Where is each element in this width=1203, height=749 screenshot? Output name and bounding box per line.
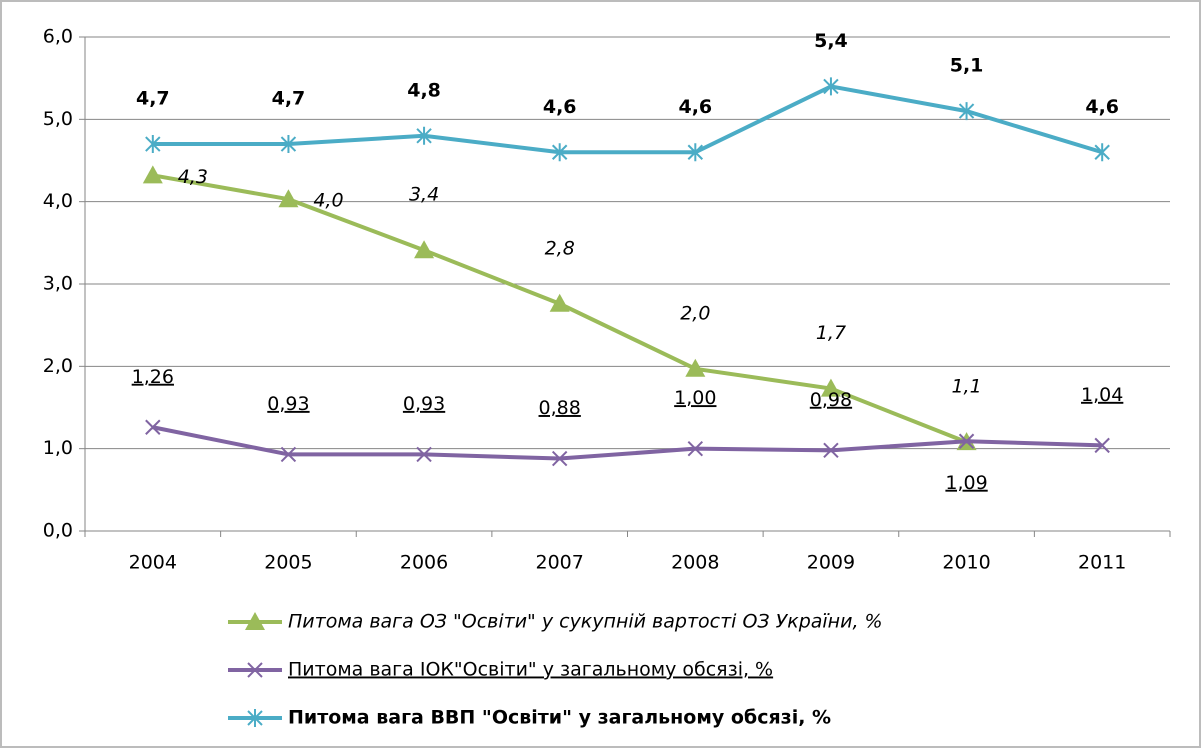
marker xyxy=(414,240,435,259)
data-label: 4,7 xyxy=(272,88,306,110)
marker xyxy=(142,165,163,184)
y-tick-label: 6,0 xyxy=(43,26,73,48)
data-label: 4,3 xyxy=(178,166,208,188)
data-label: 0,93 xyxy=(267,393,309,415)
x-tick-label: 2010 xyxy=(942,552,990,574)
data-label: 1,26 xyxy=(132,366,174,388)
marker xyxy=(551,450,568,467)
marker xyxy=(1094,143,1110,162)
marker xyxy=(280,446,297,463)
marker xyxy=(551,143,568,162)
data-label: 1,1 xyxy=(951,376,981,398)
data-label: 0,93 xyxy=(403,393,445,415)
marker xyxy=(247,709,263,727)
legend-label: Питома вага ВВП "Освіти" у загальному об… xyxy=(288,707,831,729)
data-label: 1,7 xyxy=(816,322,846,344)
data-label: 0,98 xyxy=(810,389,852,411)
y-tick-label: 3,0 xyxy=(43,273,73,295)
data-label: 4,6 xyxy=(1085,96,1119,118)
marker xyxy=(1094,437,1110,454)
data-label: 4,7 xyxy=(136,88,170,110)
marker xyxy=(416,126,432,145)
series-line xyxy=(152,84,1103,155)
x-tick-label: 2007 xyxy=(536,552,584,574)
marker xyxy=(145,135,161,154)
series-line xyxy=(152,425,1103,461)
marker xyxy=(549,293,570,312)
legend-label: Питома вага ОЗ "Освіти" у сукупній варто… xyxy=(288,611,883,633)
x-tick-label: 2005 xyxy=(264,552,312,574)
marker xyxy=(958,433,975,449)
data-label: 1,00 xyxy=(674,387,716,409)
y-tick-label: 2,0 xyxy=(43,355,73,377)
x-tick-label: 2008 xyxy=(671,552,719,574)
data-label: 1,04 xyxy=(1081,384,1123,406)
marker xyxy=(823,77,839,96)
data-label: 1,09 xyxy=(945,472,987,494)
y-tick-label: 4,0 xyxy=(43,190,73,212)
x-tick-label: 2009 xyxy=(807,552,855,574)
data-label: 2,8 xyxy=(545,237,575,259)
y-tick-label: 1,0 xyxy=(43,437,73,459)
data-label: 0,88 xyxy=(539,397,581,419)
data-label: 5,4 xyxy=(814,30,848,52)
marker xyxy=(416,446,432,463)
data-label: 4,6 xyxy=(678,96,712,118)
marker xyxy=(280,135,297,154)
x-tick-label: 2006 xyxy=(400,552,448,574)
marker xyxy=(820,378,841,397)
data-label: 4,8 xyxy=(407,79,441,101)
marker xyxy=(958,102,975,121)
marker xyxy=(823,442,839,459)
data-label: 2,0 xyxy=(680,302,710,324)
marker xyxy=(685,358,706,377)
data-label: 4,0 xyxy=(313,190,343,212)
x-tick-label: 2004 xyxy=(129,552,177,574)
marker xyxy=(247,662,263,678)
legend-label: Питома вага ІОК"Освіти" у загальному обс… xyxy=(288,659,773,681)
marker xyxy=(278,189,299,208)
data-label: 3,4 xyxy=(409,184,439,206)
marker xyxy=(245,612,265,630)
marker xyxy=(687,143,704,162)
data-label: 4,6 xyxy=(543,96,577,118)
marker xyxy=(687,440,704,457)
data-label: 5,1 xyxy=(950,55,984,77)
marker xyxy=(145,419,161,435)
y-tick-label: 0,0 xyxy=(43,520,73,542)
y-tick-label: 5,0 xyxy=(43,108,73,130)
x-tick-label: 2011 xyxy=(1078,552,1126,574)
